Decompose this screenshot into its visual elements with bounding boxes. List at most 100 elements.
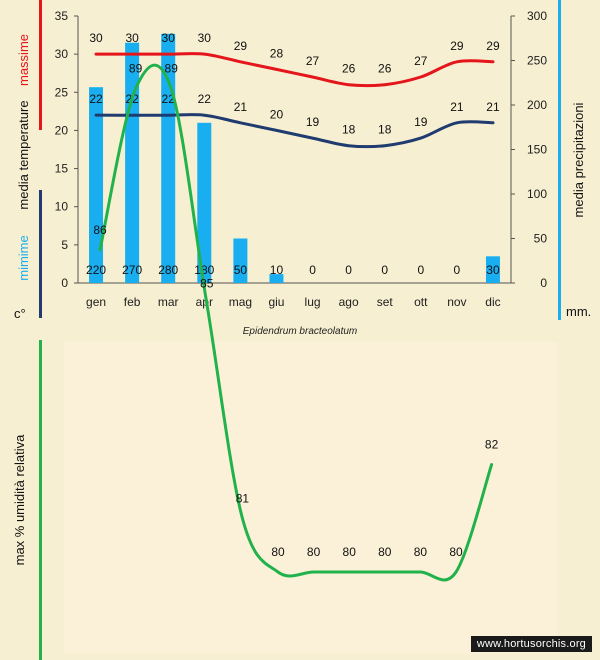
month-tick-label: set: [377, 295, 394, 309]
month-tick-label: dic: [485, 295, 500, 309]
min-accent-bar: [39, 190, 42, 318]
rain-bar: [197, 122, 212, 283]
right-tick-label: 0: [540, 276, 547, 290]
humidity-accent-bar: [39, 340, 42, 660]
left-tick-label: 10: [55, 200, 69, 214]
right-tick-label: 150: [527, 143, 547, 157]
rain-value-label: 0: [454, 263, 461, 277]
max-temp-line: [94, 52, 495, 88]
rain-bar: [89, 87, 104, 283]
humidity-value-label: 80: [307, 545, 321, 559]
max-temp-label: 30: [162, 31, 176, 45]
species-title: Epidendrum bracteolatum: [243, 326, 358, 337]
rain-bar: [269, 274, 284, 283]
min-temp-label: 21: [234, 100, 248, 114]
rain-value-label: 220: [86, 263, 106, 277]
humidity-value-label: 86: [93, 223, 107, 237]
min-temp-label: 21: [450, 100, 464, 114]
left-label-unit: c°: [14, 306, 26, 321]
humidity-value-label: 80: [378, 545, 392, 559]
min-temp-line: [94, 113, 495, 149]
month-tick-label: lug: [305, 295, 321, 309]
precipitation-bars: [89, 33, 500, 284]
min-temp-label: 19: [414, 115, 428, 129]
rain-value-label: 0: [309, 263, 316, 277]
left-tick-label: 0: [61, 276, 68, 290]
month-tick-label: ott: [414, 295, 428, 309]
temperature-lines: [94, 52, 495, 149]
right-tick-label: 250: [527, 54, 547, 68]
rain-value-label: 10: [270, 263, 284, 277]
max-temp-label: 30: [198, 31, 212, 45]
rain-value-label: 50: [234, 263, 248, 277]
month-tick-label: nov: [447, 295, 466, 309]
right-tick-label: 50: [534, 232, 548, 246]
right-axis-ticks: 0 50 100 150 200 250 300: [511, 9, 547, 290]
humidity-labels: 86 89 89 85 81 80 80 80 80 80 80 82: [93, 62, 498, 559]
rain-value-label: 0: [345, 263, 352, 277]
rain-bar: [125, 42, 140, 284]
month-tick-labels: gen feb mar apr mag giu lug ago set ott nov dic: [86, 295, 501, 309]
left-label-mean: media temperature: [16, 100, 31, 209]
humidity-panel: [64, 342, 558, 654]
min-temp-label: 18: [378, 123, 392, 137]
rain-value-label: 180: [194, 263, 214, 277]
humidity-value-label: 80: [343, 545, 357, 559]
left-tick-label: 5: [61, 238, 68, 252]
humidity-value-label: 89: [165, 62, 179, 76]
left-label-min: mimime: [16, 235, 31, 281]
max-temp-label: 26: [378, 62, 392, 76]
min-temp-label: 20: [270, 107, 284, 121]
humidity-value-label: 80: [414, 545, 428, 559]
site-credit: www.hortusorchis.org: [470, 636, 592, 652]
max-temp-label: 27: [306, 54, 320, 68]
max-temp-label: 30: [89, 31, 103, 45]
left-tick-label: 15: [55, 162, 69, 176]
humidity-line: [98, 63, 494, 582]
humidity-value-label: 82: [485, 438, 499, 452]
humidity-value-label: 80: [449, 545, 463, 559]
min-temp-label: 19: [306, 115, 320, 129]
left-axis-ticks: 0 5 10 15 20 25 30 35: [55, 9, 78, 290]
month-tick-label: feb: [124, 295, 141, 309]
humidity-curve: [98, 63, 494, 582]
min-temp-label: 22: [198, 92, 212, 106]
min-temp-label: 22: [89, 92, 103, 106]
rain-value-label: 0: [381, 263, 388, 277]
left-label-max: massime: [16, 34, 31, 86]
month-tick-label: mag: [229, 295, 252, 309]
rain-value-label: 270: [122, 263, 142, 277]
month-tick-label: mar: [158, 295, 179, 309]
max-accent-bar: [39, 0, 42, 130]
humidity-value-label: 85: [200, 277, 214, 291]
humidity-axis-label: max % umidità relativa: [12, 434, 27, 566]
max-temp-label: 29: [234, 39, 248, 53]
left-tick-label: 35: [55, 9, 69, 23]
right-tick-label: 300: [527, 9, 547, 23]
right-tick-label: 100: [527, 187, 547, 201]
rain-bar: [161, 33, 176, 283]
max-temp-label: 27: [414, 54, 428, 68]
month-tick-label: giu: [268, 295, 284, 309]
rain-value-label: 280: [158, 263, 178, 277]
right-tick-label: 200: [527, 98, 547, 112]
humidity-value-label: 89: [129, 62, 143, 76]
month-tick-label: gen: [86, 295, 106, 309]
right-axis-label: media precipitazioni: [571, 102, 586, 217]
month-tick-label: ago: [339, 295, 359, 309]
rain-bar: [485, 256, 500, 283]
rain-bar: [233, 238, 248, 283]
max-temp-label: 29: [450, 39, 464, 53]
max-temp-label: 30: [125, 31, 139, 45]
max-temp-label: 28: [270, 46, 284, 60]
humidity-value-label: 80: [271, 545, 285, 559]
rain-accent-bar: [558, 0, 561, 320]
max-temp-label: 26: [342, 62, 356, 76]
right-axis-unit: mm.: [566, 304, 591, 319]
left-tick-label: 25: [55, 85, 69, 99]
rain-value-label: 0: [417, 263, 424, 277]
humidity-value-label: 81: [236, 491, 250, 505]
